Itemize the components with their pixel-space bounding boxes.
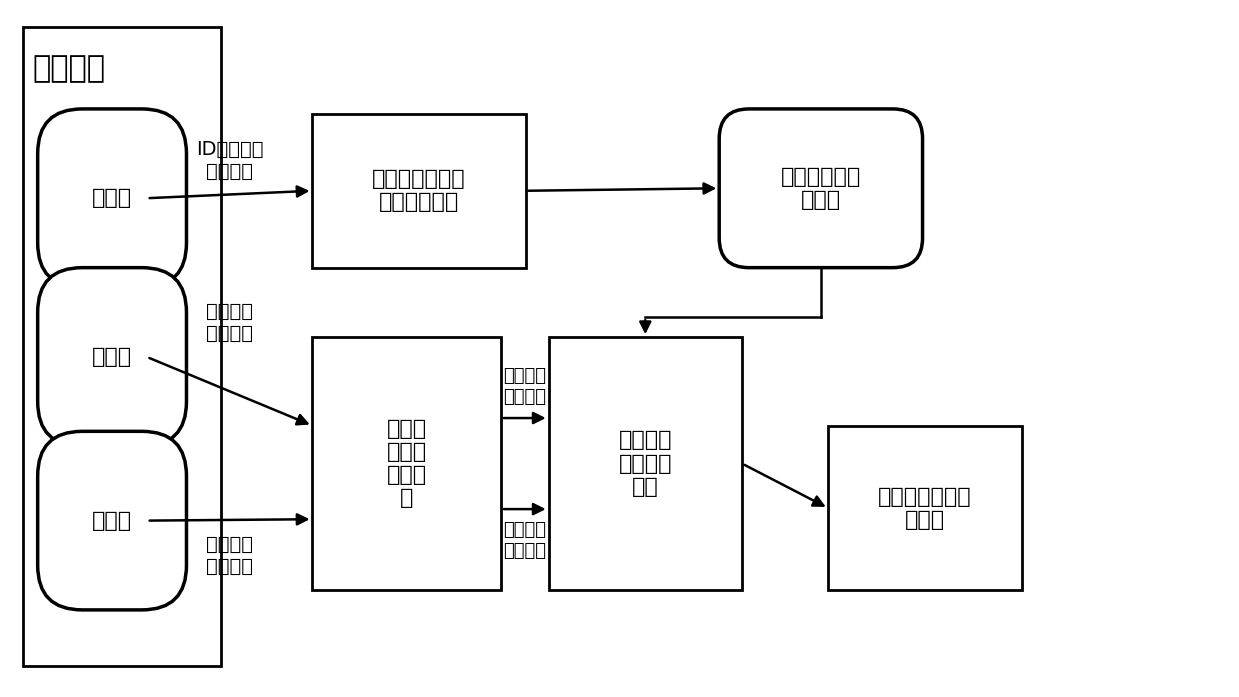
Text: 配置库: 配置库 <box>92 188 133 208</box>
Bar <box>22 26 222 666</box>
Text: ID、类型等
配置信息: ID、类型等 配置信息 <box>196 140 264 181</box>
FancyBboxPatch shape <box>37 109 187 287</box>
Text: 历史库: 历史库 <box>92 511 133 530</box>
Text: 设备状态
历史数据: 设备状态 历史数据 <box>206 535 253 576</box>
FancyBboxPatch shape <box>37 268 187 446</box>
Bar <box>312 114 525 268</box>
Text: 设备故障趋势展
示模块: 设备故障趋势展 示模块 <box>878 487 971 530</box>
Bar <box>829 427 1022 590</box>
FancyBboxPatch shape <box>37 431 187 610</box>
Text: 设备故障
趋势分析
模块: 设备故障 趋势分析 模块 <box>618 430 672 497</box>
Bar <box>312 337 501 590</box>
Text: 设备状态
实时数据: 设备状态 实时数据 <box>206 302 253 343</box>
Text: 设备故障预警
规则库: 设备故障预警 规则库 <box>781 167 861 210</box>
Text: 设备状态
历史数据: 设备状态 历史数据 <box>503 521 546 560</box>
Text: 设备状态
实时数据: 设备状态 实时数据 <box>503 367 546 406</box>
Text: 设备故障预警规
则库生成工具: 设备故障预警规 则库生成工具 <box>372 169 466 213</box>
Bar <box>549 337 742 590</box>
Text: 实时库: 实时库 <box>92 347 133 367</box>
Text: 监控系统: 监控系统 <box>32 54 105 84</box>
FancyBboxPatch shape <box>719 109 923 268</box>
Text: 设备状
态数据
采集模
块: 设备状 态数据 采集模 块 <box>387 419 426 508</box>
